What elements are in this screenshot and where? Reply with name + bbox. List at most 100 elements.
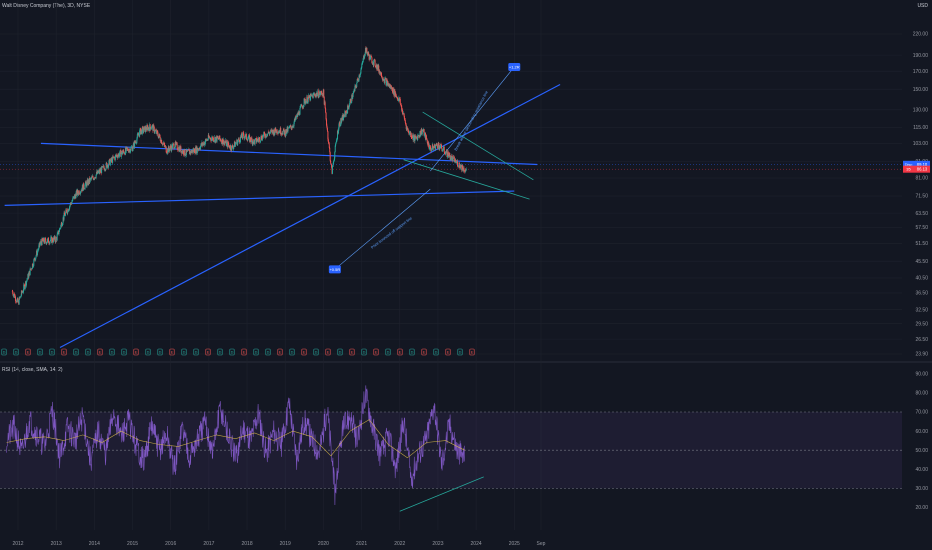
price-candle-body bbox=[347, 105, 349, 114]
price-candle-body bbox=[246, 138, 248, 140]
time-tick-label: 2014 bbox=[89, 541, 100, 547]
price-candle-body bbox=[157, 132, 159, 136]
event-marker-label: D bbox=[411, 351, 414, 355]
price-candle-body bbox=[14, 296, 16, 302]
price-candle-body bbox=[21, 290, 23, 293]
price-candle-body bbox=[265, 133, 267, 137]
price-candle-body bbox=[65, 209, 67, 213]
price-candle-body bbox=[268, 131, 270, 133]
price-candle-body bbox=[154, 130, 156, 133]
price-candle-body bbox=[38, 245, 40, 250]
event-marker-label: D bbox=[435, 351, 438, 355]
price-candle-body bbox=[354, 85, 356, 91]
price-candle-body bbox=[184, 149, 186, 156]
price-candle-body bbox=[117, 155, 119, 158]
event-marker bbox=[289, 348, 295, 356]
price-candle-body bbox=[359, 73, 361, 75]
price-candle-body bbox=[37, 249, 39, 251]
price-candle-body bbox=[264, 133, 266, 137]
price-candle-body bbox=[42, 238, 44, 241]
price-candle-body bbox=[94, 177, 96, 179]
price-candle-body bbox=[362, 58, 364, 63]
price-candle-body bbox=[247, 138, 249, 141]
price-candle-body bbox=[120, 153, 122, 157]
price-candle-body bbox=[312, 93, 314, 99]
price-candle-body bbox=[455, 160, 457, 162]
price-candle-body bbox=[307, 101, 309, 103]
event-marker bbox=[145, 348, 151, 356]
price-candle-body bbox=[227, 142, 229, 146]
price-candle-body bbox=[441, 144, 443, 149]
price-candle-body bbox=[66, 210, 68, 213]
price-candle-body bbox=[28, 273, 30, 279]
drawing-trendline bbox=[4, 190, 515, 206]
event-marker-label: E bbox=[423, 351, 426, 355]
price-candle-body bbox=[259, 137, 261, 142]
price-candle-body bbox=[233, 145, 235, 147]
price-candle-body bbox=[290, 125, 292, 128]
price-candle-body bbox=[22, 290, 24, 293]
event-marker bbox=[109, 348, 115, 356]
event-marker-label: E bbox=[207, 351, 210, 355]
target-badge bbox=[508, 62, 521, 71]
price-candle-body bbox=[68, 209, 70, 211]
price-candle-body bbox=[368, 52, 370, 56]
price-candle-body bbox=[401, 105, 403, 111]
price-candle-body bbox=[153, 125, 155, 127]
price-candle-body bbox=[426, 138, 428, 141]
price-candle-body bbox=[185, 149, 187, 156]
price-candle-body bbox=[403, 113, 405, 116]
price-candle-body bbox=[348, 106, 350, 109]
price-candle-body bbox=[385, 78, 387, 80]
price-candle-body bbox=[402, 109, 404, 115]
price-candle-body bbox=[35, 257, 37, 261]
price-candle-body bbox=[50, 237, 52, 241]
price-candle-body bbox=[424, 133, 426, 136]
price-candle-body bbox=[71, 200, 73, 202]
price-candle-body bbox=[445, 152, 447, 153]
price-candle-body bbox=[440, 143, 442, 145]
time-tick-label: 2022 bbox=[394, 541, 405, 547]
event-marker-label: D bbox=[51, 351, 54, 355]
event-marker bbox=[133, 348, 139, 356]
price-candle-body bbox=[134, 140, 136, 148]
price-candle-body bbox=[255, 138, 257, 140]
price-candle-body bbox=[239, 136, 241, 143]
price-candle-body bbox=[54, 236, 56, 241]
price-candle-body bbox=[146, 125, 148, 131]
price-candle-body bbox=[337, 129, 339, 134]
price-candle-body bbox=[36, 251, 38, 256]
price-candle-body bbox=[191, 151, 193, 153]
price-candle-body bbox=[452, 157, 454, 162]
event-marker bbox=[469, 348, 475, 356]
price-candle-body bbox=[361, 64, 363, 68]
price-candle-body bbox=[352, 96, 354, 100]
price-candle-body bbox=[21, 291, 23, 293]
price-candle-body bbox=[102, 166, 104, 168]
price-candle-body bbox=[428, 142, 430, 148]
price-candle-body bbox=[332, 164, 334, 166]
rsi-tick-label: 30.00 bbox=[915, 486, 928, 492]
price-candle-body bbox=[366, 51, 368, 55]
price-candle-body bbox=[251, 137, 253, 140]
price-candle-body bbox=[61, 224, 63, 227]
price-candle-body bbox=[388, 83, 390, 87]
price-candle-body bbox=[266, 133, 268, 137]
price-candle-body bbox=[186, 150, 188, 152]
price-candle-body bbox=[293, 118, 295, 123]
price-candle-body bbox=[353, 91, 355, 94]
event-marker bbox=[349, 348, 355, 356]
price-candle-body bbox=[306, 96, 308, 103]
price-candle-body bbox=[464, 170, 466, 172]
event-marker-label: E bbox=[351, 351, 354, 355]
event-marker bbox=[37, 348, 43, 356]
price-candle-body bbox=[169, 148, 171, 151]
price-candle-body bbox=[441, 150, 443, 152]
price-candle-body bbox=[57, 232, 59, 235]
event-marker-label: E bbox=[63, 351, 66, 355]
price-candle-body bbox=[330, 160, 332, 164]
price-candle-body bbox=[52, 238, 54, 242]
drawing-arrow bbox=[334, 188, 431, 270]
event-marker bbox=[253, 348, 259, 356]
